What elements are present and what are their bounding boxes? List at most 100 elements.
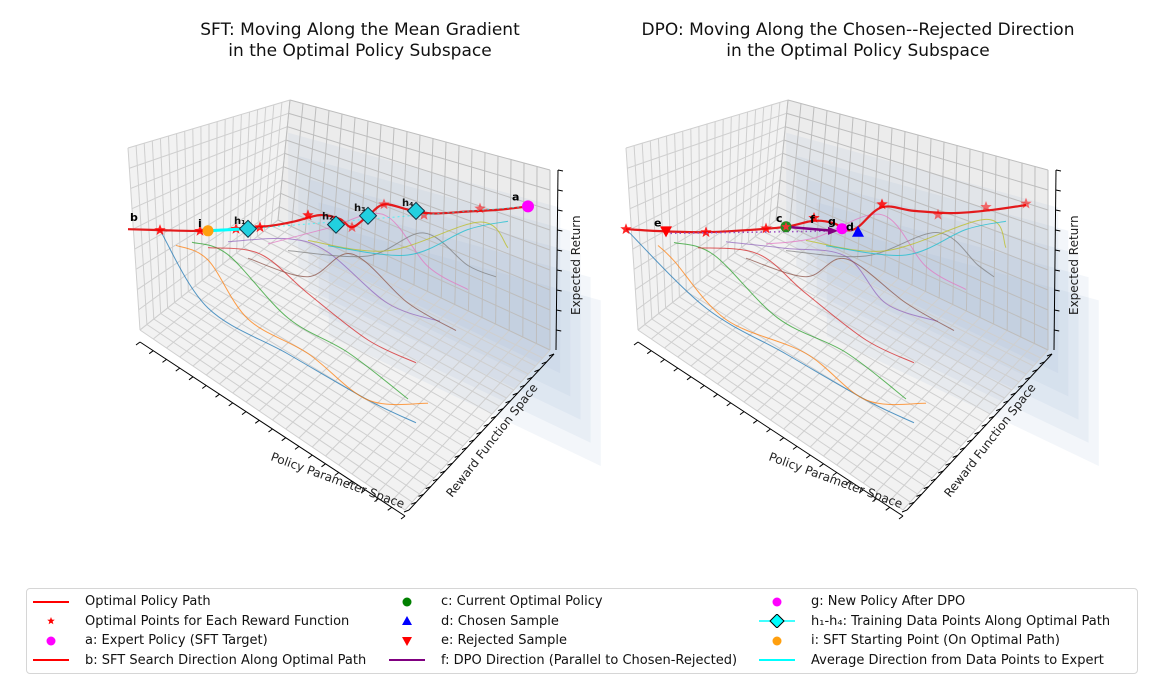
x-tick: [400, 515, 406, 520]
wall-gridline: [481, 152, 486, 318]
chosen-rejected-dotted-line: [665, 229, 859, 235]
z-tick: [556, 289, 562, 292]
legend-label: a: Expert Policy (SFT Target): [85, 633, 268, 649]
floor-gridline: [823, 310, 967, 457]
floor-gridline: [836, 317, 981, 466]
surface-layer: [318, 202, 591, 443]
wall-gridline: [291, 103, 304, 227]
floor-gridline: [404, 349, 551, 511]
floor-gridline: [215, 269, 485, 423]
y-tick: [454, 454, 460, 458]
reward-function-curve: [625, 228, 915, 424]
y-tick: [988, 415, 995, 419]
wall-gridline: [938, 141, 945, 299]
legend-circle-icon: [757, 634, 797, 648]
x-tick: [805, 454, 811, 459]
wall-gridline: [816, 110, 828, 240]
z-tick: [1055, 229, 1061, 232]
legend-star-icon: [31, 614, 71, 628]
wall-gridline: [127, 147, 141, 331]
x-tick: [175, 367, 181, 372]
reward-function-curve: [745, 257, 955, 332]
z-tick: [556, 329, 562, 332]
x-tick: [686, 376, 692, 381]
y-tick: [519, 384, 526, 388]
legend-label: g: New Policy After DPO: [811, 594, 966, 610]
optimal-point-star: [932, 208, 944, 220]
wall-gridline: [372, 124, 382, 266]
wall-gridline: [229, 116, 234, 259]
reward-function-curve: [191, 241, 409, 400]
point-label: d: [846, 221, 854, 234]
floor-gridline: [378, 336, 524, 493]
legend-circle-icon: [31, 634, 71, 648]
floor-gridline: [755, 236, 1027, 375]
wall-gridline: [625, 99, 789, 149]
y-tick: [447, 462, 453, 466]
y-tick: [923, 486, 929, 490]
wall-gridline: [625, 147, 639, 331]
reward-function-curve: [327, 220, 509, 256]
legend-circle-icon: [757, 595, 797, 609]
wall-gridline: [151, 140, 162, 314]
reward-function-curve: [697, 247, 915, 364]
wall-gridline: [345, 117, 356, 253]
dpo-3d-plot: Policy Parameter Space Reward Function Sp…: [620, 99, 1099, 520]
wall-gridline: [628, 126, 786, 189]
point-label: i: [198, 217, 202, 230]
surface-layer: [328, 225, 601, 466]
x-tick: [334, 472, 340, 476]
x-tick: [779, 437, 785, 442]
y-tick: [996, 408, 1002, 412]
wall-gridline: [508, 159, 512, 331]
floor-gridline: [713, 269, 983, 423]
wall-gridline: [897, 131, 906, 279]
floor-gridline: [257, 236, 529, 375]
legend-label: d: Chosen Sample: [441, 613, 559, 629]
data-to-expert-dotted-line: [247, 205, 529, 230]
wall-gridline: [256, 107, 267, 237]
y-tick: [909, 501, 915, 505]
new-policy-point: [836, 223, 848, 235]
z-tick: [557, 229, 563, 232]
reward-function-curve: [825, 220, 1007, 256]
optimal-point-star: [876, 198, 888, 210]
legend-item: Optimal Points for Each Reward Function: [31, 612, 366, 632]
legend-item: Optimal Policy Path: [31, 592, 366, 612]
wall-gridline: [657, 138, 667, 309]
optimal-point-star: [254, 221, 266, 233]
reward-function-curve: [805, 218, 1007, 252]
point-label: b: [130, 211, 138, 224]
wall-gridline: [775, 99, 789, 221]
legend-item: i: SFT Starting Point (On Optimal Path): [757, 631, 1110, 651]
x-tick: [307, 454, 313, 459]
wall-gridline: [135, 179, 283, 270]
wall-gridline: [129, 112, 289, 169]
y-tick: [469, 439, 475, 443]
wall-gridline: [690, 128, 694, 287]
legend-item: d: Chosen Sample: [387, 612, 737, 632]
z-tick: [1054, 309, 1060, 312]
wall-gridline: [535, 166, 538, 344]
floor-gridline: [236, 252, 507, 399]
wall-gridline: [131, 139, 287, 210]
back-pane: [278, 100, 550, 350]
chosen-sample-point: [852, 225, 864, 237]
z-tick: [1054, 269, 1060, 272]
x-tick: [646, 350, 652, 355]
floor-gridline: [391, 343, 537, 502]
wall-gridline: [629, 139, 785, 210]
x-tick: [752, 419, 758, 424]
y-tick: [1025, 376, 1031, 380]
wall-gridline: [386, 127, 395, 273]
surface-layer: [826, 225, 1099, 466]
reward-function-curve: [267, 212, 469, 290]
x-tick: [347, 480, 353, 485]
reward-function-curve: [765, 213, 967, 290]
legend-line-icon: [31, 653, 71, 667]
x-tick: [135, 341, 141, 346]
dpo-plot-panel: DPO: Moving Along the Chosen--Rejected D…: [578, 0, 1138, 560]
legend-item: e: Rejected Sample: [387, 631, 737, 651]
x-tick: [713, 393, 718, 398]
floor-gridline: [720, 263, 991, 415]
